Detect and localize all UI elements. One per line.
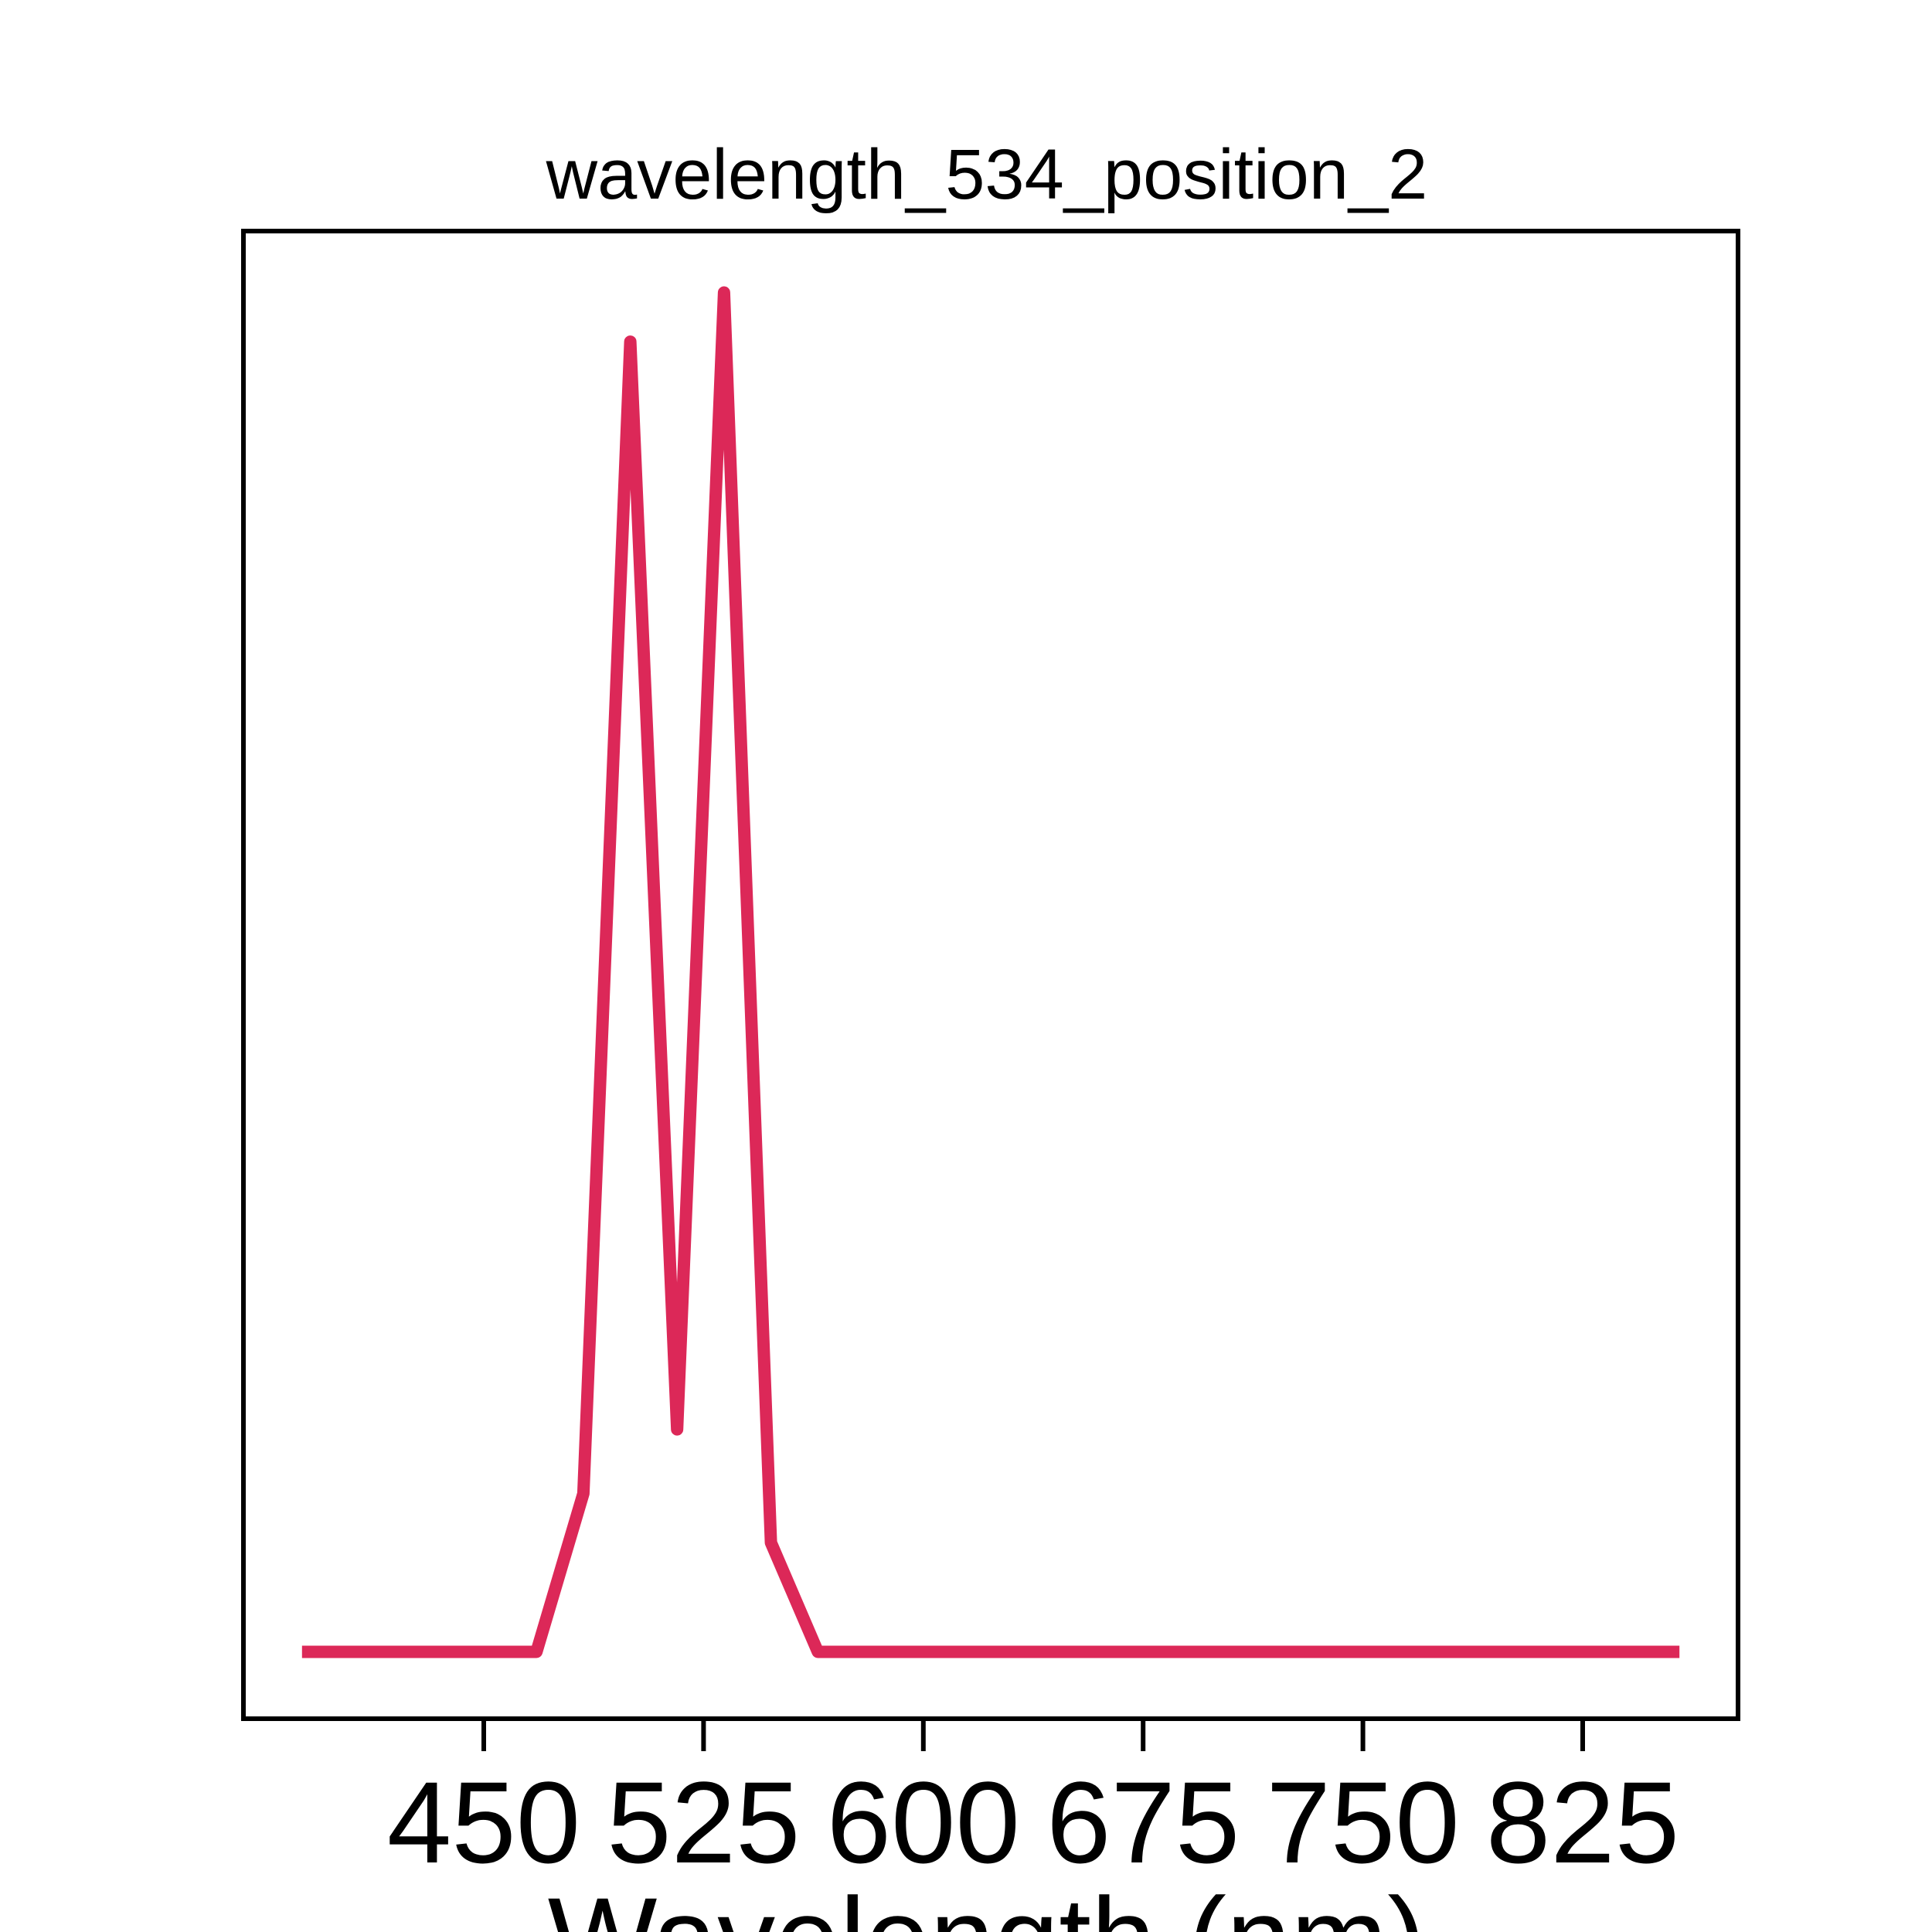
x-axis-label: Wavelength (nm) bbox=[548, 1873, 1427, 1932]
x-tick-label: 825 bbox=[1486, 1757, 1679, 1887]
series-line bbox=[301, 286, 1680, 1658]
plot-area bbox=[241, 229, 1740, 1721]
x-tick-label: 525 bbox=[607, 1757, 800, 1887]
x-tick-label: 750 bbox=[1266, 1757, 1459, 1887]
x-axis: 450 525 600 675 750 825 bbox=[387, 1719, 1679, 1887]
chart-title: wavelength_534_position_2 bbox=[546, 135, 1428, 214]
x-tick-label: 600 bbox=[827, 1757, 1020, 1887]
x-tick-label: 450 bbox=[387, 1757, 580, 1887]
plot-frame bbox=[241, 229, 1740, 1721]
x-tick-label: 675 bbox=[1046, 1757, 1240, 1887]
